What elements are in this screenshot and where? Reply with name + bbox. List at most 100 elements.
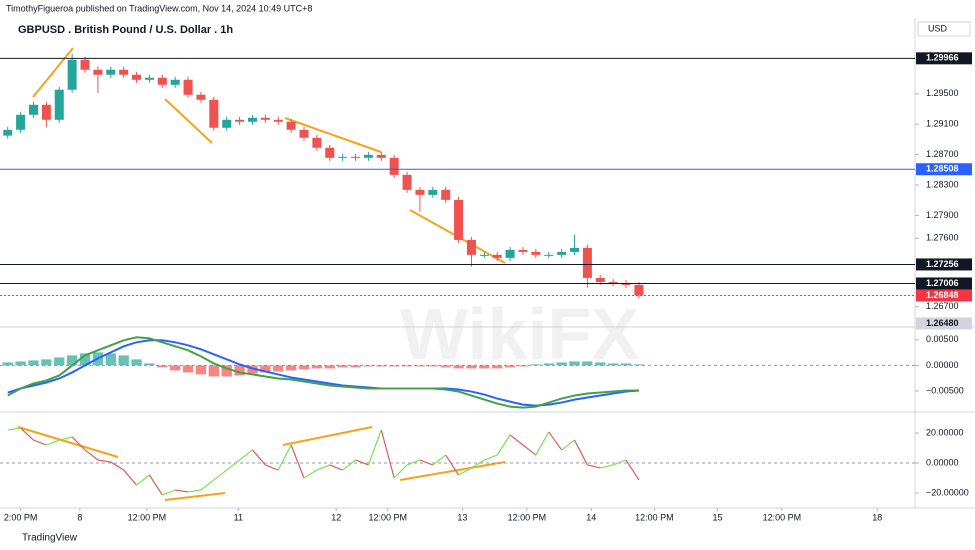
y-tick-label: 1.28700 <box>926 149 959 159</box>
histogram-bar <box>41 359 52 366</box>
y-tick-label: −0.00500 <box>926 385 964 395</box>
candle-body <box>428 189 438 195</box>
histogram-bar <box>479 365 490 369</box>
candle-body <box>106 69 116 75</box>
oscillator-segment <box>316 464 330 471</box>
histogram-bar <box>363 365 374 367</box>
histogram-bar <box>234 365 245 376</box>
oscillator-segment <box>406 459 421 466</box>
candle-body <box>170 79 180 85</box>
candle-body <box>479 254 489 256</box>
oscillator-segment <box>200 479 215 491</box>
level-label: 1.27006 <box>926 278 959 288</box>
candle-body <box>222 119 232 128</box>
candle-body <box>247 117 257 122</box>
oscillator-segment <box>432 454 447 466</box>
oscillator-segment <box>59 436 73 441</box>
oscillator-segment <box>496 434 511 456</box>
histogram-bar <box>492 365 503 369</box>
oscillator-segment <box>380 429 395 479</box>
oscillator-segment <box>393 464 408 479</box>
histogram-bar <box>620 363 632 366</box>
candle-body <box>376 154 386 158</box>
x-tick-label: 2:00 PM <box>4 512 38 522</box>
histogram-bar <box>131 359 142 366</box>
candle-body <box>132 74 142 80</box>
trend-line <box>284 117 382 153</box>
oscillator-segment <box>612 459 627 466</box>
x-tick-label: 12:00 PM <box>763 512 802 522</box>
y-tick-label: 1.29500 <box>926 88 959 98</box>
oscillator-segment <box>355 459 369 466</box>
x-tick-label: 12:00 PM <box>508 512 547 522</box>
x-tick-label: 12:00 PM <box>368 512 407 522</box>
candle-body <box>286 121 296 130</box>
oscillator-segment <box>458 467 472 476</box>
candle-body <box>312 137 322 148</box>
oscillator-segment <box>329 464 343 471</box>
candle-body <box>260 117 270 120</box>
trend-line <box>32 47 74 98</box>
histogram-bar <box>170 365 181 371</box>
candle-body <box>273 119 283 122</box>
level-label: 1.26480 <box>926 318 959 328</box>
publisher: TimothyFigueroa published on TradingView… <box>6 3 312 13</box>
x-tick-label: 14 <box>586 512 596 522</box>
oscillator-segment <box>548 431 563 451</box>
indicator-line <box>7 336 639 409</box>
level-box <box>916 258 972 271</box>
x-tick-label: 12 <box>331 512 341 522</box>
oscillator-segment <box>148 474 163 496</box>
candle-body <box>441 189 451 200</box>
histogram-bar <box>530 364 542 366</box>
oscillator-segment <box>20 427 34 441</box>
oscillator-segment <box>600 464 614 469</box>
histogram-bar <box>2 362 13 366</box>
candle-body <box>389 157 399 175</box>
oscillator-segment <box>252 449 266 466</box>
trend-line <box>399 461 506 481</box>
histogram-bar <box>285 365 297 371</box>
candle-body <box>454 199 464 240</box>
histogram-bar <box>311 365 323 369</box>
oscillator-segment <box>84 449 99 461</box>
oscillator-segment <box>625 459 640 481</box>
histogram-bar <box>453 365 464 369</box>
candle-body <box>119 69 129 75</box>
histogram-bar <box>466 365 477 369</box>
candle-body <box>183 79 193 95</box>
histogram-bar <box>324 365 335 369</box>
histogram-bar <box>195 365 207 375</box>
oscillator-segment <box>342 459 356 471</box>
watermark: WikiFX <box>400 295 639 375</box>
histogram-bar <box>595 362 606 366</box>
histogram-bar <box>376 365 387 367</box>
candle-body <box>299 129 309 138</box>
histogram-bar <box>144 363 155 366</box>
candle-body <box>67 59 77 90</box>
oscillator-segment <box>535 431 550 456</box>
candle-body <box>363 154 373 158</box>
candle-body <box>415 189 425 195</box>
level-box <box>916 163 972 176</box>
histogram-bar <box>608 363 619 366</box>
candle-body <box>209 99 219 128</box>
y-tick-label: 1.28300 <box>926 179 959 189</box>
histogram-bar <box>28 360 39 366</box>
x-tick-label: 12:00 PM <box>635 512 674 522</box>
candle-body <box>325 147 335 158</box>
histogram-bar <box>337 365 348 368</box>
histogram-bar <box>389 365 400 367</box>
histogram-bar <box>221 365 232 377</box>
histogram-bar <box>54 357 65 366</box>
level-box <box>916 277 972 290</box>
histogram-bar <box>569 361 580 366</box>
oscillator-segment <box>175 489 189 493</box>
level-label: 1.26848 <box>926 290 959 300</box>
candle-body <box>544 254 554 256</box>
histogram-bar <box>260 365 271 373</box>
candle-body <box>557 251 567 255</box>
footer: TradingView <box>22 533 78 544</box>
